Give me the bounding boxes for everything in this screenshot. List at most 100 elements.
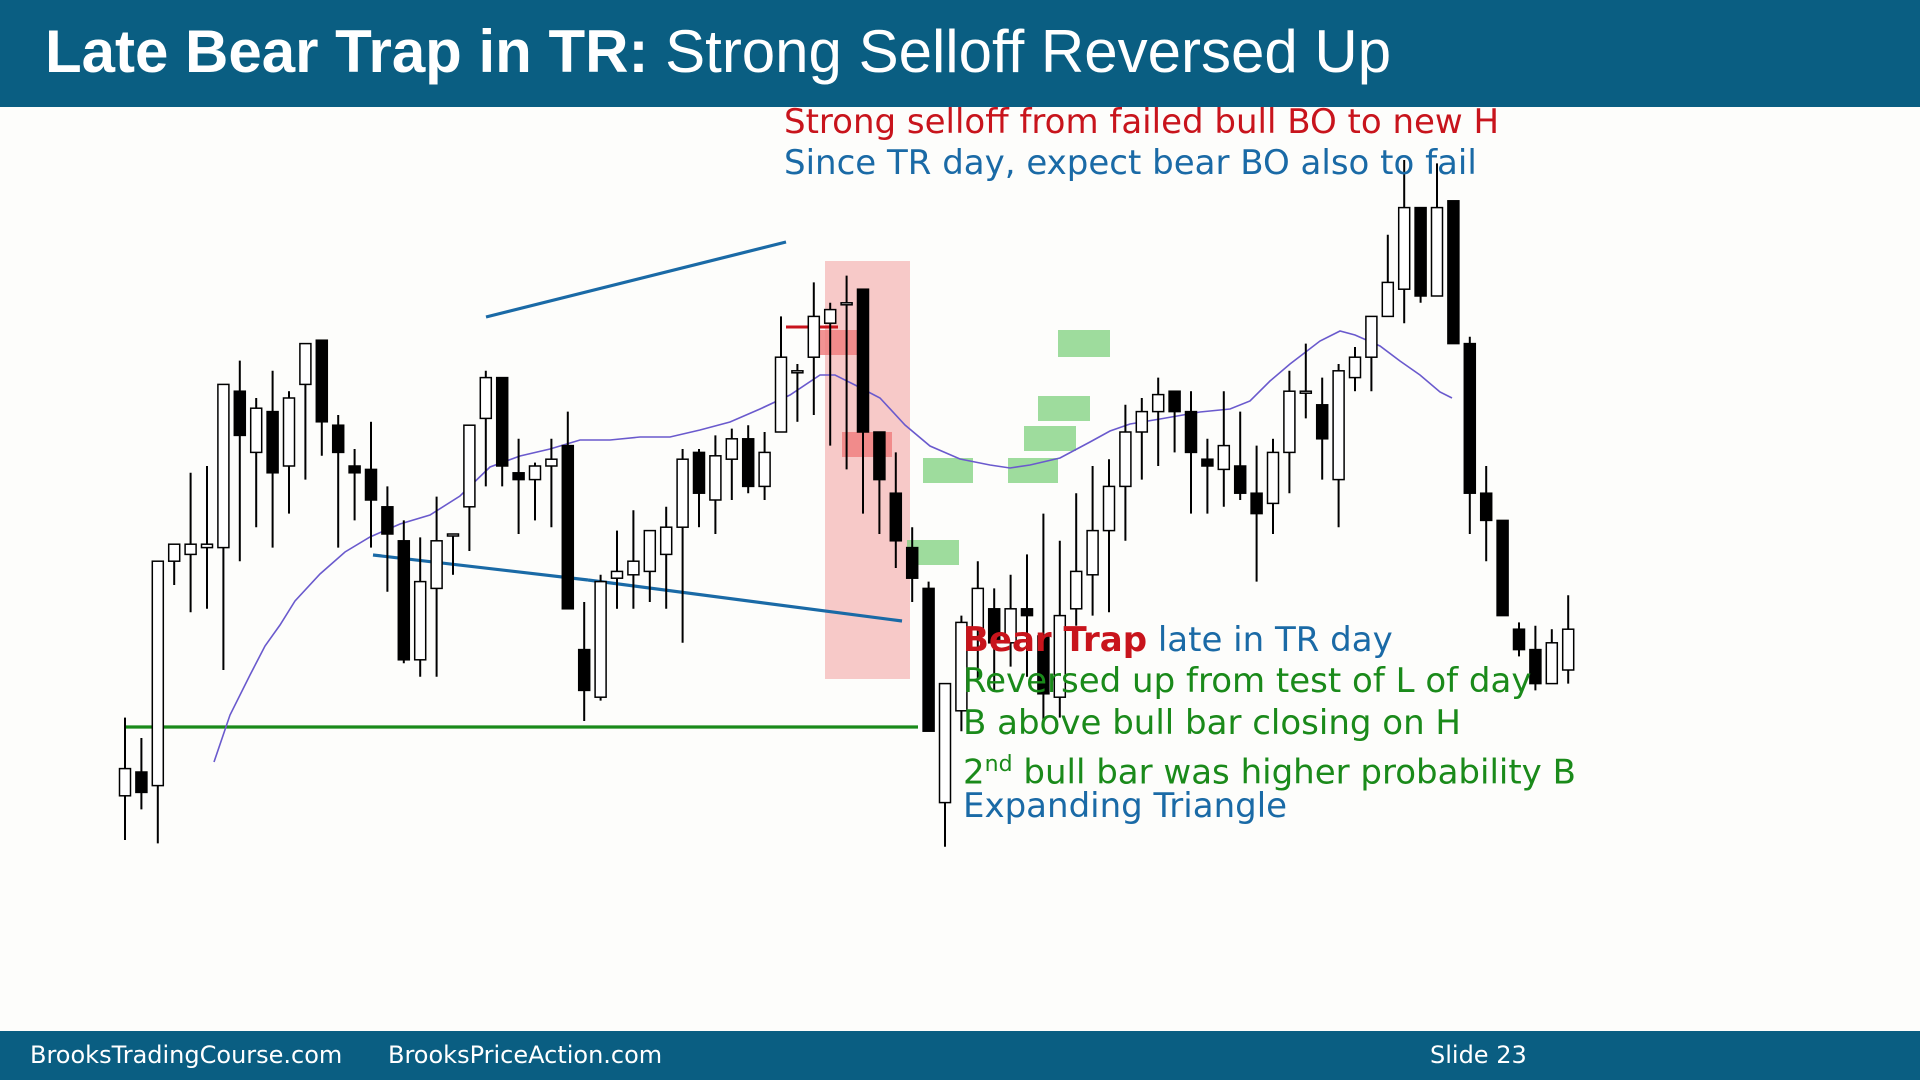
signal-box <box>1058 330 1110 357</box>
candle <box>1217 391 1231 507</box>
signal-box <box>923 458 973 483</box>
bear-candle-body <box>397 540 411 661</box>
candle <box>1037 513 1050 721</box>
bull-candle-body <box>1135 410 1149 433</box>
bull-candle-body <box>955 621 968 712</box>
candle <box>889 452 903 568</box>
bear-candle-body <box>905 546 919 579</box>
bear-candle-body <box>135 771 148 794</box>
second-suffix: nd <box>984 752 1013 777</box>
candle <box>1102 459 1116 613</box>
candle <box>266 370 279 548</box>
bull-candle-body <box>938 682 952 804</box>
bear-candle-body <box>1496 519 1509 617</box>
bull-candle-body <box>184 543 197 556</box>
candle <box>938 682 952 847</box>
candle <box>971 561 985 681</box>
bull-candle-body <box>1069 570 1083 610</box>
bull-candle-body <box>840 302 853 306</box>
candle <box>577 602 591 721</box>
candle <box>348 449 361 521</box>
candle <box>1397 160 1411 324</box>
candle <box>1348 347 1362 392</box>
bear-candle-body <box>1201 458 1214 467</box>
bull-candle-body <box>1283 390 1296 454</box>
bear-candle-body <box>364 468 378 501</box>
bull-candle-body <box>1151 393 1165 413</box>
candle <box>873 431 886 534</box>
candle <box>1332 364 1345 528</box>
bull-candle-body <box>1381 281 1395 318</box>
candle <box>430 496 443 677</box>
candle <box>495 376 509 487</box>
bull-candle-body <box>610 570 624 579</box>
slide-title: Late Bear Trap in TR: Strong Selloff Rev… <box>45 16 1391 88</box>
candle <box>709 435 722 534</box>
second-rest: bull bar was higher probability B <box>1012 752 1576 793</box>
bull-candle-body <box>151 560 165 787</box>
candle <box>299 342 312 480</box>
candle <box>1365 315 1378 392</box>
candle <box>627 510 640 609</box>
annotation-expect-fail: Since TR day, expect bear BO also to fai… <box>784 143 1477 183</box>
candle <box>1545 629 1559 685</box>
candle <box>1283 370 1296 494</box>
candle <box>807 282 821 415</box>
bull-candle-body <box>463 424 476 508</box>
candle <box>676 449 689 643</box>
bull-candle-body <box>299 342 312 386</box>
bull-candle-body <box>1545 642 1559 685</box>
bull-candle-body <box>627 560 640 576</box>
bear-candle-body <box>315 339 329 423</box>
annotation-selloff: Strong selloff from failed bull BO to ne… <box>784 102 1500 142</box>
bear-candle-body <box>987 608 1001 644</box>
candlestick-chart <box>118 160 1575 847</box>
candle <box>249 398 263 528</box>
candle <box>512 438 525 534</box>
candle <box>1233 411 1247 500</box>
second-number: 2 <box>963 752 985 793</box>
candle <box>463 424 476 551</box>
candle <box>1496 519 1509 617</box>
bear-candle-body <box>512 472 525 481</box>
bull-candle-body <box>528 465 542 481</box>
bear-candle-body <box>692 451 706 494</box>
candle <box>1201 438 1214 514</box>
title-bar: Late Bear Trap in TR: Strong Selloff Rev… <box>0 0 1920 107</box>
candle <box>725 428 739 500</box>
bull-candle-body <box>479 376 493 420</box>
bull-candle-body <box>823 308 837 324</box>
bull-candle-body <box>774 356 788 433</box>
annotation-expanding-triangle: Expanding Triangle <box>963 786 1288 826</box>
bear-trap-rest: late in TR day <box>1147 620 1393 660</box>
candle <box>1266 438 1280 534</box>
candle <box>1479 466 1493 562</box>
signal-boxes <box>808 330 1110 565</box>
candle <box>692 449 706 528</box>
candle <box>1512 622 1526 657</box>
candle <box>856 288 870 514</box>
annotation-second-bar: 2nd bull bar was higher probability B <box>963 745 1576 792</box>
bull-candle-body <box>643 529 657 573</box>
bear-candle-body <box>1250 492 1263 515</box>
bull-candle-body <box>1119 431 1132 488</box>
bear-candle-body <box>1529 648 1542 685</box>
candle <box>1529 625 1542 691</box>
bear-candle-body <box>577 648 591 692</box>
candle <box>364 421 378 548</box>
candle <box>758 432 771 500</box>
annotation-buy-above: B above bull bar closing on H <box>963 703 1461 743</box>
candle <box>659 506 673 609</box>
signal-box <box>1038 396 1090 421</box>
bear-trap-label: Bear Trap <box>963 620 1148 660</box>
bear-candle-body <box>873 431 886 481</box>
candle <box>545 438 558 528</box>
bear-candle-body <box>1414 206 1427 297</box>
candle <box>118 717 132 840</box>
bear-candle-body <box>1184 410 1198 454</box>
bull-candle-body <box>545 458 558 467</box>
bear-candle-body <box>856 288 870 433</box>
candle <box>397 520 411 664</box>
bull-candle-body <box>1365 315 1378 358</box>
footer-left: BrooksTradingCourse.com <box>30 1041 343 1069</box>
